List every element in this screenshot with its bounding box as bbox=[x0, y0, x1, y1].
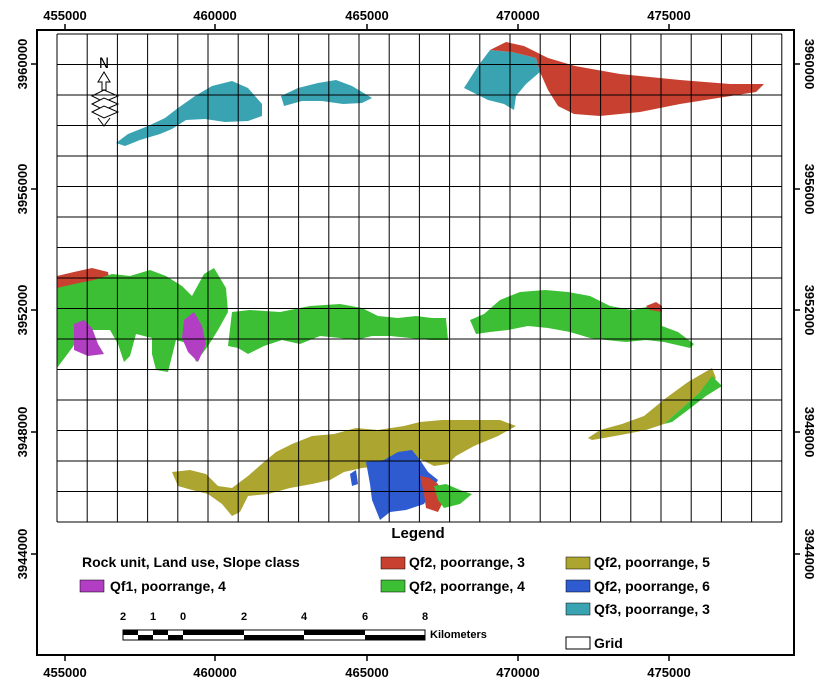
x-tick-label: 455000 bbox=[43, 8, 86, 23]
y-axis-left: 3960000 3956000 3952000 3948000 3944000 bbox=[15, 39, 30, 580]
x-tick-label: 470000 bbox=[496, 665, 539, 680]
legend: Legend Rock unit, Land use, Slope class … bbox=[79, 525, 710, 651]
qf1-polygon bbox=[74, 320, 104, 356]
y-tick-label: 3960000 bbox=[802, 39, 817, 90]
scale-label: 6 bbox=[362, 611, 368, 623]
qf2-green-polygon bbox=[470, 290, 694, 348]
scale-label: 8 bbox=[422, 611, 428, 623]
x-tick-label: 475000 bbox=[647, 665, 690, 680]
legend-item-label: Qf2, poorrange, 6 bbox=[594, 578, 710, 594]
axis-ticks bbox=[31, 24, 800, 661]
qf1-polygon bbox=[182, 312, 206, 362]
legend-item-label: Qf3, poorrange, 3 bbox=[594, 601, 710, 617]
legend-swatch bbox=[565, 579, 591, 593]
qf2-blue-polygon bbox=[366, 450, 438, 520]
legend-item-label: Qf1, poorrange, 4 bbox=[110, 578, 226, 594]
legend-item-label: Grid bbox=[594, 635, 623, 651]
scale-label: 4 bbox=[301, 611, 308, 623]
legend-swatch bbox=[79, 579, 105, 593]
x-tick-label: 465000 bbox=[345, 8, 388, 23]
qf2-red-polygon bbox=[646, 302, 662, 312]
legend-item-label: Qf2, poorrange, 4 bbox=[409, 578, 525, 594]
x-tick-label: 455000 bbox=[43, 665, 86, 680]
x-tick-label: 460000 bbox=[193, 8, 236, 23]
legend-swatch bbox=[380, 556, 406, 570]
qf2-green-polygon bbox=[434, 484, 472, 508]
qf2-olive-polygon bbox=[588, 368, 716, 440]
map-grid bbox=[56, 33, 783, 523]
x-tick-label: 465000 bbox=[345, 665, 388, 680]
y-tick-label: 3956000 bbox=[802, 164, 817, 215]
qf2-red-polygon bbox=[490, 42, 764, 116]
qf2-green-polygon bbox=[57, 268, 228, 372]
qf2-blue-polygon bbox=[350, 470, 358, 486]
legend-header: Rock unit, Land use, Slope class bbox=[82, 554, 300, 570]
x-axis-top: 455000 460000 465000 470000 475000 bbox=[43, 8, 690, 23]
y-tick-label: 3944000 bbox=[15, 529, 30, 580]
scale-bar: 2 1 0 2 4 6 8 Kilometers bbox=[120, 611, 487, 641]
x-axis-bottom: 455000 460000 465000 470000 475000 bbox=[43, 665, 690, 680]
legend-item-label: Qf2, poorrange, 3 bbox=[409, 554, 525, 570]
qf2-red-polygon bbox=[420, 476, 444, 512]
y-tick-label: 3956000 bbox=[15, 164, 30, 215]
y-tick-label: 3948000 bbox=[802, 407, 817, 458]
y-tick-label: 3948000 bbox=[15, 407, 30, 458]
y-axis-right: 3960000 3956000 3952000 3948000 3944000 bbox=[802, 39, 817, 580]
x-tick-label: 460000 bbox=[193, 665, 236, 680]
map-polygons bbox=[57, 42, 764, 520]
scale-label: 0 bbox=[180, 611, 186, 623]
x-tick-label: 470000 bbox=[496, 8, 539, 23]
legend-swatch bbox=[380, 579, 406, 593]
x-tick-label: 475000 bbox=[647, 8, 690, 23]
y-tick-label: 3952000 bbox=[15, 285, 30, 336]
scale-unit: Kilometers bbox=[430, 629, 487, 641]
qf3-polygon bbox=[281, 80, 372, 106]
legend-item-label: Qf2, poorrange, 5 bbox=[594, 554, 710, 570]
y-tick-label: 3960000 bbox=[15, 39, 30, 90]
legend-swatch bbox=[565, 556, 591, 570]
scale-label: 2 bbox=[241, 611, 247, 623]
legend-swatch bbox=[565, 602, 591, 616]
scale-label: 1 bbox=[150, 611, 156, 623]
qf2-green-polygon bbox=[228, 304, 448, 354]
y-tick-label: 3952000 bbox=[802, 285, 817, 336]
scale-label: 2 bbox=[120, 611, 126, 623]
y-tick-label: 3944000 bbox=[802, 529, 817, 580]
qf3-polygon bbox=[116, 81, 262, 146]
legend-swatch bbox=[565, 636, 591, 650]
legend-title: Legend bbox=[391, 525, 444, 542]
